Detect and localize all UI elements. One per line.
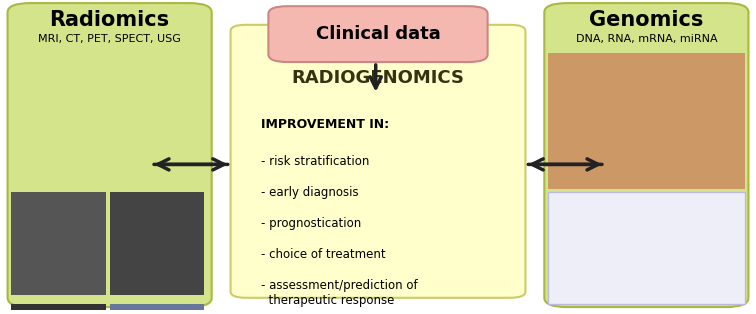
Text: MRI, CT, PET, SPECT, USG: MRI, CT, PET, SPECT, USG: [39, 34, 181, 44]
Text: Genomics: Genomics: [589, 10, 704, 30]
FancyBboxPatch shape: [544, 3, 748, 307]
FancyBboxPatch shape: [548, 53, 745, 189]
FancyBboxPatch shape: [110, 192, 204, 295]
Text: - early diagnosis: - early diagnosis: [261, 186, 358, 199]
FancyBboxPatch shape: [268, 6, 488, 62]
Text: - risk stratification: - risk stratification: [261, 155, 369, 168]
Text: - prognostication: - prognostication: [261, 217, 361, 230]
Text: Clinical data: Clinical data: [315, 25, 441, 43]
FancyBboxPatch shape: [231, 25, 525, 298]
Text: - assessment/prediction of
  therapeutic response: - assessment/prediction of therapeutic r…: [261, 279, 417, 307]
Text: IMPROVEMENT IN:: IMPROVEMENT IN:: [261, 117, 389, 131]
FancyBboxPatch shape: [8, 3, 212, 307]
Text: DNA, RNA, mRNA, miRNA: DNA, RNA, mRNA, miRNA: [575, 34, 717, 44]
FancyBboxPatch shape: [548, 192, 745, 304]
FancyBboxPatch shape: [110, 304, 204, 314]
Text: RADIOGENOMICS: RADIOGENOMICS: [292, 68, 464, 87]
FancyBboxPatch shape: [11, 192, 106, 295]
Text: - choice of treatment: - choice of treatment: [261, 248, 386, 261]
FancyBboxPatch shape: [11, 304, 106, 314]
Text: Radiomics: Radiomics: [50, 10, 169, 30]
